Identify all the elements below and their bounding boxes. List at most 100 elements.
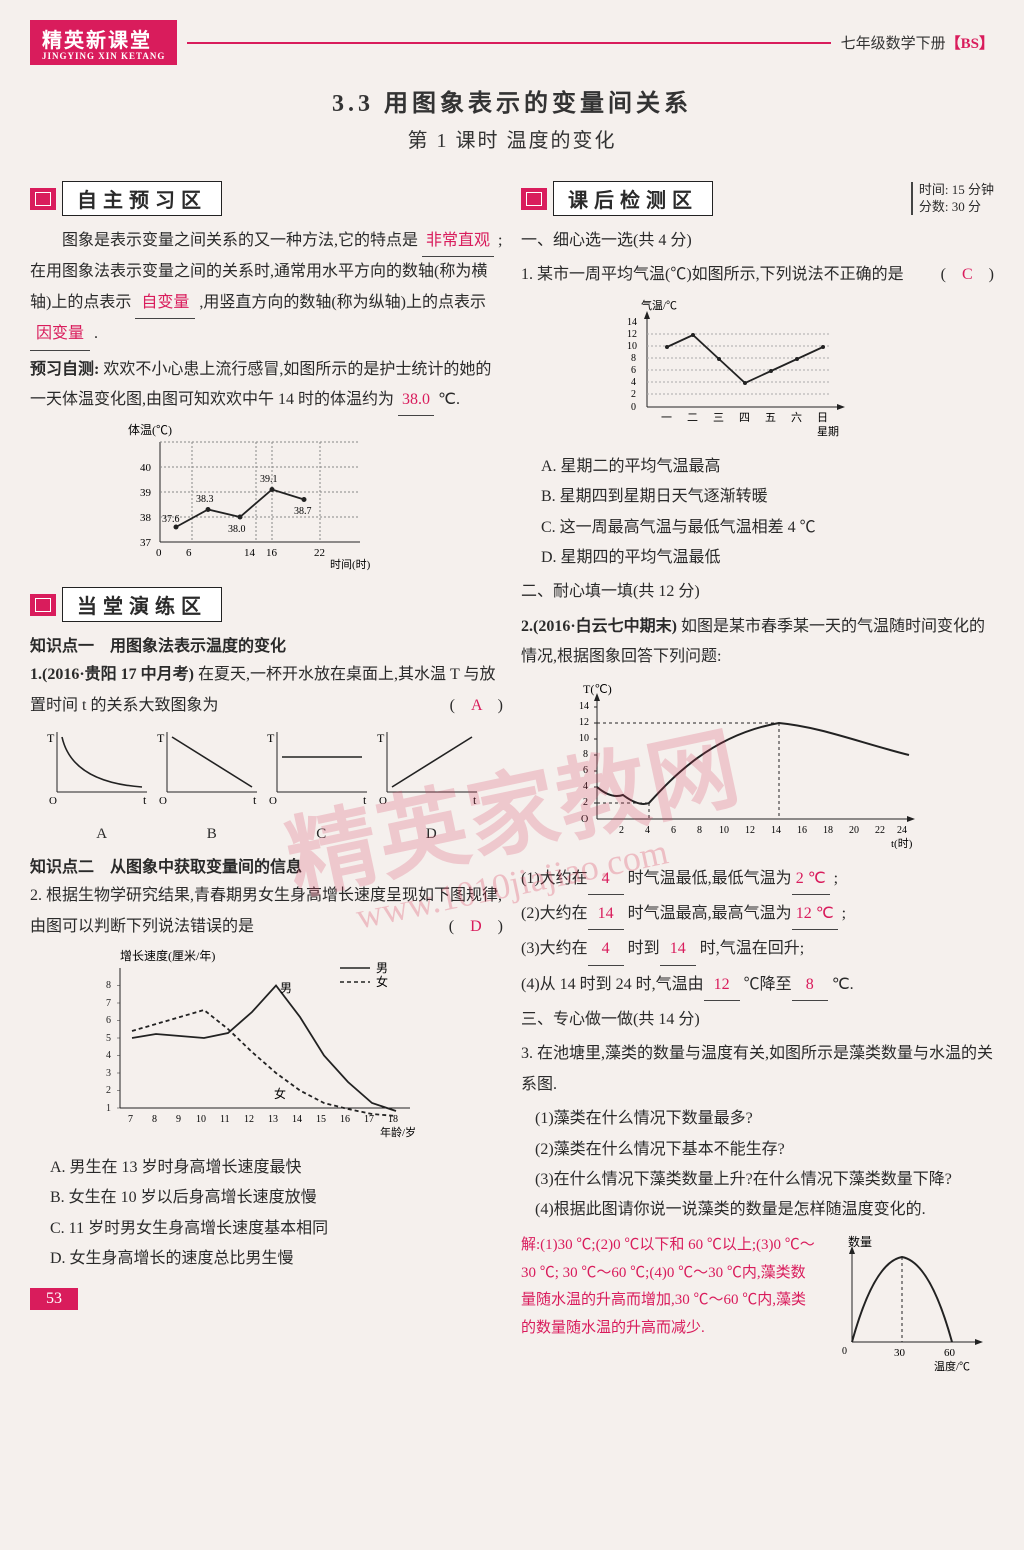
cooling-options: TtO TtO TtO TtO bbox=[47, 727, 487, 843]
svg-text:0: 0 bbox=[631, 402, 636, 413]
svg-text:38: 38 bbox=[140, 512, 152, 524]
tq3: 3. 在池塘里,藻类的数量与温度有关,如图所示是藻类数量与水温的关系图. bbox=[521, 1039, 994, 1100]
svg-text:14: 14 bbox=[579, 701, 589, 712]
svg-text:14: 14 bbox=[771, 825, 781, 836]
svg-text:7: 7 bbox=[128, 1114, 133, 1125]
selftest: 预习自测: 欢欢不小心患上流行感冒,如图所示的是护士统计的她的一天体温变化图,由… bbox=[30, 355, 503, 417]
svg-text:8: 8 bbox=[106, 980, 111, 991]
svg-text:2: 2 bbox=[106, 1085, 111, 1096]
svg-text:17: 17 bbox=[364, 1114, 374, 1125]
week-chart: 气温/℃ 0 246 8101214 bbox=[611, 297, 871, 442]
svg-text:数量: 数量 bbox=[848, 1234, 872, 1249]
svg-text:气温/℃: 气温/℃ bbox=[641, 298, 677, 312]
svg-text:14: 14 bbox=[627, 317, 637, 328]
svg-text:星期: 星期 bbox=[817, 425, 839, 437]
left-column: 自主预习区 图象是表示变量之间关系的又一种方法,它的特点是 非常直观 ;在用图象… bbox=[30, 171, 503, 1377]
svg-text:16: 16 bbox=[340, 1114, 350, 1125]
svg-text:三: 三 bbox=[713, 412, 724, 424]
section-test-head: 课后检测区 时间: 15 分钟 分数: 30 分 bbox=[521, 181, 994, 216]
svg-text:38.3: 38.3 bbox=[196, 494, 214, 505]
svg-text:10: 10 bbox=[579, 733, 589, 744]
svg-text:7: 7 bbox=[106, 998, 111, 1009]
svg-text:60: 60 bbox=[944, 1347, 956, 1359]
selftest-blank: 38.0 bbox=[398, 385, 434, 416]
svg-text:38.7: 38.7 bbox=[294, 506, 312, 517]
svg-text:t: t bbox=[473, 793, 477, 807]
svg-text:t: t bbox=[363, 793, 367, 807]
svg-text:男: 男 bbox=[376, 961, 388, 975]
svg-text:4: 4 bbox=[631, 377, 636, 388]
preview-para: 图象是表示变量之间关系的又一种方法,它的特点是 非常直观 ;在用图象法表示变量之… bbox=[30, 226, 503, 351]
svg-text:1: 1 bbox=[106, 1103, 111, 1114]
sec1-head: 一、细心选一选(共 4 分) bbox=[521, 226, 994, 256]
sec3-head: 三、专心做一做(共 14 分) bbox=[521, 1005, 994, 1035]
svg-text:13: 13 bbox=[268, 1114, 278, 1125]
svg-text:39.1: 39.1 bbox=[260, 474, 278, 485]
svg-text:16: 16 bbox=[797, 825, 807, 836]
svg-text:增长速度(厘米/年): 增长速度(厘米/年) bbox=[120, 948, 215, 963]
test-meta: 时间: 15 分钟 分数: 30 分 bbox=[911, 182, 994, 216]
tq1-options: A. 星期二的平均气温最高 B. 星期四到星期日天气逐渐转暖 C. 这一周最高气… bbox=[541, 452, 994, 574]
svg-text:9: 9 bbox=[176, 1114, 181, 1125]
svg-text:22: 22 bbox=[875, 825, 885, 836]
svg-text:六: 六 bbox=[791, 411, 802, 424]
svg-text:温度/℃: 温度/℃ bbox=[934, 1359, 970, 1372]
section-practice-title: 当堂演练区 bbox=[62, 587, 222, 622]
kp1: 知识点一 用图象法表示温度的变化 bbox=[30, 632, 503, 656]
header-grade: 七年级数学下册【BS】 bbox=[841, 32, 994, 53]
algae-chart: 数量 0 30 60 温度/℃ bbox=[824, 1232, 994, 1377]
svg-text:4: 4 bbox=[106, 1050, 111, 1061]
svg-text:8: 8 bbox=[631, 353, 636, 364]
svg-text:24: 24 bbox=[897, 825, 907, 836]
svg-text:0: 0 bbox=[842, 1346, 847, 1357]
q2-options: A. 男生在 13 岁时身高增长速度最快 B. 女生在 10 岁以后身高增长速度… bbox=[50, 1153, 503, 1275]
svg-text:40: 40 bbox=[140, 462, 152, 474]
header-rule bbox=[187, 42, 830, 44]
svg-text:37.6: 37.6 bbox=[162, 514, 180, 525]
q1: 1.(2016·贵阳 17 中月考) 在夏天,一杯开水放在桌面上,其水温 T 与… bbox=[30, 660, 503, 721]
svg-text:20: 20 bbox=[849, 825, 859, 836]
svg-text:12: 12 bbox=[745, 825, 755, 836]
svg-text:二: 二 bbox=[687, 412, 698, 424]
svg-text:女: 女 bbox=[376, 974, 388, 989]
svg-text:男: 男 bbox=[280, 981, 292, 995]
tq3-subs: (1)藻类在什么情况下数量最多? (2)藻类在什么情况下基本不能生存? (3)在… bbox=[535, 1104, 994, 1226]
svg-text:O: O bbox=[269, 795, 277, 807]
svg-text:10: 10 bbox=[196, 1114, 206, 1125]
page-number: 53 bbox=[30, 1288, 78, 1310]
book-icon bbox=[30, 188, 56, 210]
svg-text:T: T bbox=[377, 731, 385, 745]
logo-pinyin: JINGYING XIN KETANG bbox=[42, 51, 165, 61]
svg-text:15: 15 bbox=[316, 1114, 326, 1125]
tq2: 2.(2016·白云七中期末) 如图是某市春季某一天的气温随时间变化的情况,根据… bbox=[521, 612, 994, 673]
svg-text:10: 10 bbox=[719, 825, 729, 836]
svg-text:T(℃): T(℃) bbox=[583, 682, 612, 696]
svg-text:T: T bbox=[157, 731, 165, 745]
svg-text:年龄/岁: 年龄/岁 bbox=[380, 1125, 416, 1138]
svg-text:6: 6 bbox=[186, 547, 192, 559]
blank-2: 自变量 bbox=[135, 288, 195, 319]
svg-text:10: 10 bbox=[627, 341, 637, 352]
pencil-icon bbox=[521, 188, 547, 210]
logo: 精英新课堂 JINGYING XIN KETANG bbox=[30, 20, 177, 65]
svg-text:2: 2 bbox=[583, 797, 588, 808]
logo-main: 精英新课堂 bbox=[42, 30, 152, 52]
svg-text:日: 日 bbox=[817, 412, 828, 424]
svg-text:四: 四 bbox=[739, 412, 750, 424]
sec2-head: 二、耐心填一填(共 12 分) bbox=[521, 577, 994, 607]
svg-text:14: 14 bbox=[244, 547, 256, 559]
temperature-chart: 体温(℃) 37 3 bbox=[120, 422, 380, 577]
svg-text:39: 39 bbox=[140, 487, 152, 499]
svg-text:3: 3 bbox=[106, 1068, 111, 1079]
sub-title: 第 1 课时 温度的变化 bbox=[30, 124, 994, 153]
day-temp-chart: T(℃) O 246 8101214 bbox=[561, 679, 941, 854]
blank-3: 因变量 bbox=[30, 319, 90, 350]
q2: 2. 根据生物学研究结果,青春期男女生身高增长速度呈现如下图规律,由图可以判断下… bbox=[30, 881, 503, 942]
svg-text:一: 一 bbox=[661, 412, 672, 424]
svg-text:4: 4 bbox=[583, 781, 588, 792]
svg-text:O: O bbox=[581, 814, 588, 825]
svg-text:22: 22 bbox=[314, 547, 325, 559]
svg-text:五: 五 bbox=[765, 412, 776, 424]
svg-text:6: 6 bbox=[583, 765, 588, 776]
tq3-solution: 解:(1)30 ℃;(2)0 ℃以下和 60 ℃以上;(3)0 ℃～30 ℃; … bbox=[521, 1232, 816, 1343]
